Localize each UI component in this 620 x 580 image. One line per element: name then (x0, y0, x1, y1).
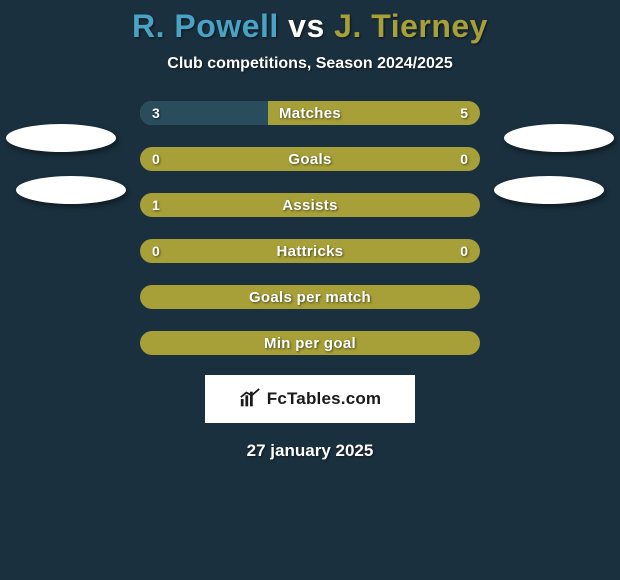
player-b-nation-badge (494, 176, 604, 204)
player-b-name: J. Tierney (334, 8, 488, 44)
brand-box: FcTables.com (205, 375, 415, 423)
stat-label: Min per goal (140, 331, 480, 355)
subtitle: Club competitions, Season 2024/2025 (0, 55, 620, 73)
player-a-nation-badge (16, 176, 126, 204)
stat-value-a: 1 (152, 193, 160, 217)
stat-value-b: 0 (460, 239, 468, 263)
stat-row: Assists1 (140, 193, 480, 217)
stat-row: Goals per match (140, 285, 480, 309)
stat-row: Goals0 0 (140, 147, 480, 171)
stat-label: Matches (140, 101, 480, 125)
brand-text: FcTables.com (267, 389, 382, 409)
stat-value-a: 0 (152, 239, 160, 263)
stat-label: Hattricks (140, 239, 480, 263)
player-b-club-badge (504, 124, 614, 152)
brand-chart-icon (239, 388, 261, 410)
date-text: 27 january 2025 (0, 441, 620, 461)
stat-value-a: 3 (152, 101, 160, 125)
stat-row: Min per goal (140, 331, 480, 355)
stat-label: Goals per match (140, 285, 480, 309)
player-a-name: R. Powell (132, 8, 279, 44)
stat-label: Assists (140, 193, 480, 217)
stat-rows: Matches35Goals00Assists1Hattricks00Goals… (140, 101, 480, 355)
stat-value-a: 0 (152, 147, 160, 171)
player-a-club-badge (6, 124, 116, 152)
stat-value-b: 5 (460, 101, 468, 125)
stat-row: Matches3 5 (140, 101, 480, 125)
title-vs: vs (288, 8, 325, 44)
stat-row: Hattricks0 0 (140, 239, 480, 263)
page-title: R. Powell vs J. Tierney (0, 8, 620, 45)
stat-value-b: 0 (460, 147, 468, 171)
stat-label: Goals (140, 147, 480, 171)
comparison-card: R. Powell vs J. Tierney Club competition… (0, 0, 620, 580)
